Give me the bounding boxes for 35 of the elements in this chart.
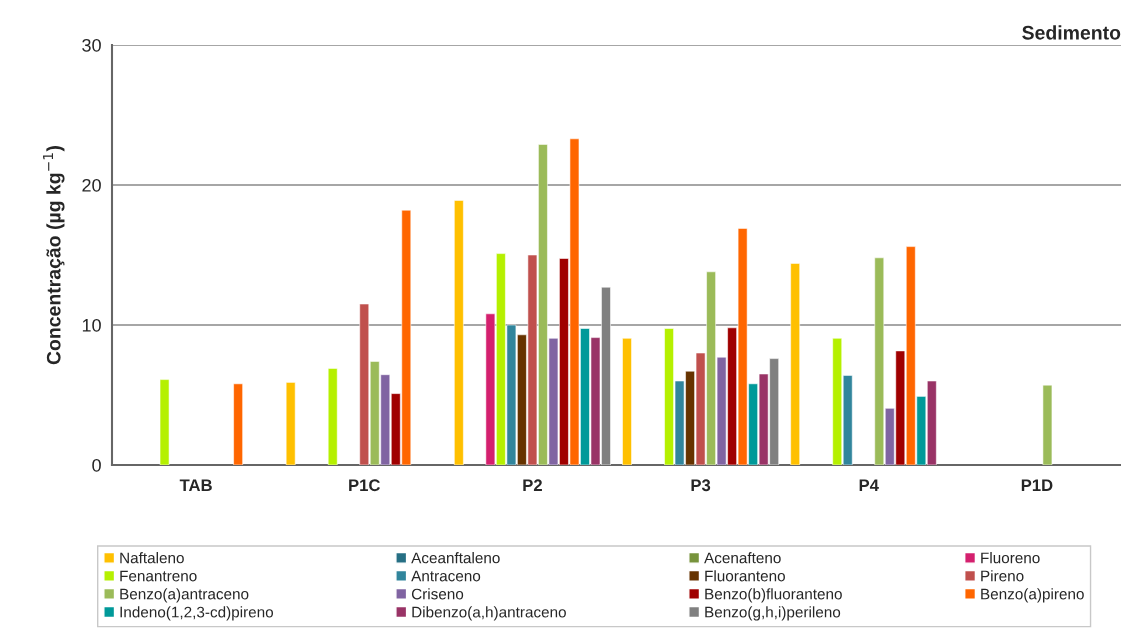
x-tick-label: P4	[859, 479, 879, 491]
y-axis-title: Concentração (µg kg$^{−1}$)	[43, 146, 65, 365]
legend-label: Fluoreno	[981, 552, 1040, 564]
bar	[454, 200, 464, 465]
x-tick-label: P2	[523, 479, 542, 491]
legend-label: Antraceno	[411, 570, 481, 582]
bar	[233, 383, 243, 465]
bar	[622, 338, 632, 465]
legend-label: Acenafteno	[704, 552, 781, 564]
bar	[159, 379, 170, 465]
y-tick-label: 30	[82, 38, 101, 52]
bar	[327, 368, 338, 465]
legend-label: Fenantreno	[120, 570, 197, 582]
bar	[790, 263, 800, 465]
x-tick-label: P1C	[349, 479, 381, 492]
bar	[285, 382, 296, 465]
x-tick-label: TAB	[179, 479, 212, 491]
legend-label: Naftaleno	[120, 552, 184, 564]
legend-label: Criseno	[411, 588, 464, 600]
legend-label: Benzo(a)pireno	[981, 588, 1084, 603]
legend-label: Fluoranteno	[705, 570, 785, 582]
chart-title: Sedimento	[1022, 25, 1121, 40]
y-tick-label: 0	[92, 458, 101, 472]
y-tick-label: 20	[82, 178, 101, 192]
legend-label: Benzo(a)antraceno	[120, 588, 249, 603]
legend-label: Pireno	[981, 570, 1024, 582]
y-tick-label: 10	[82, 318, 101, 332]
legend-label: Benzo(b)fluoranteno	[705, 588, 842, 603]
bar	[1042, 384, 1053, 465]
legend-label: Dibenzo(a,h)antraceno	[412, 606, 566, 621]
legend-label: Indeno(1,2,3-cd)pireno	[120, 606, 274, 621]
x-tick-label: P1D	[1021, 479, 1053, 491]
legend-label: Benzo(g,h,i)perileno	[705, 606, 841, 621]
legend-label: Aceanftaleno	[411, 552, 500, 564]
x-tick-label: P3	[691, 479, 711, 492]
